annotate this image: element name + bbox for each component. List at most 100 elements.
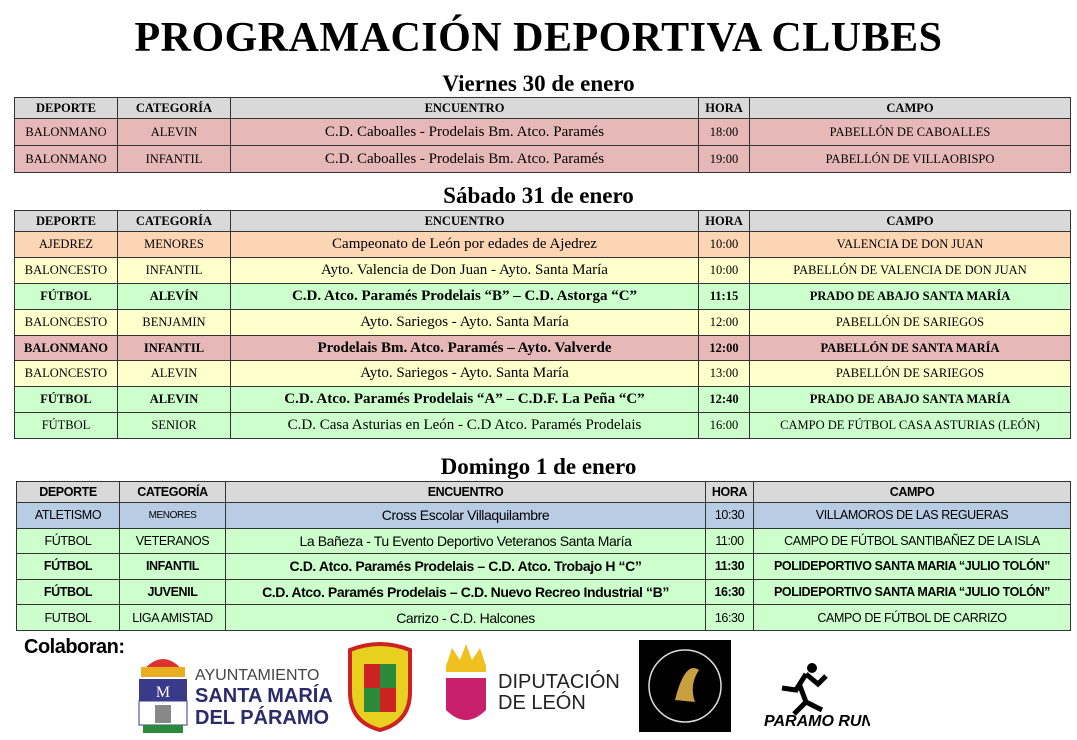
cell-deporte: FÚTBOL xyxy=(14,386,118,414)
cell-encuentro: C.D. Atco. Paramés Prodelais – C.D. Nuev… xyxy=(225,578,706,606)
cell-deporte: BALONMANO xyxy=(14,145,118,173)
column-header-categoria: CATEGORÍA xyxy=(119,481,226,503)
cell-deporte: BALONCESTO xyxy=(14,360,118,388)
cell-encuentro: Cross Escolar Villaquilambre xyxy=(225,502,706,529)
column-header-hora: HORA xyxy=(698,97,750,119)
column-header-deporte: DEPORTE xyxy=(14,97,118,119)
cell-categoria: VETERANOS xyxy=(119,527,226,555)
cell-hora: 12:40 xyxy=(698,386,750,414)
cell-encuentro: C.D. Atco. Paramés Prodelais – C.D. Atco… xyxy=(225,553,706,580)
cell-campo: PRADO DE ABAJO SANTA MARÍA xyxy=(749,282,1071,310)
column-header-deporte: DEPORTE xyxy=(16,481,120,503)
diputacion-de-leon-logo: DIPUTACIÓN DE LEÓN xyxy=(442,638,622,733)
cell-deporte: ATLETISMO xyxy=(16,502,120,529)
paramo-runners-logo: PARAMO RUNNERS xyxy=(760,660,918,732)
column-header-encuentro: ENCUENTRO xyxy=(230,97,699,119)
header-row: DEPORTE CATEGORÍA ENCUENTRO HORA CAMPO xyxy=(16,481,1071,503)
cell-deporte: FUTBOL xyxy=(16,604,120,631)
cell-deporte: BALONMANO xyxy=(14,118,118,146)
cell-categoria: INFANTIL xyxy=(117,145,231,173)
cell-encuentro: C.D. Caboalles - Prodelais Bm. Atco. Par… xyxy=(230,145,699,173)
day-title-sabado: Sábado 31 de enero xyxy=(443,183,634,208)
table-row: BALONCESTO INFANTIL Ayto. Valencia de Don … xyxy=(14,256,1071,284)
svg-text:M: M xyxy=(156,684,170,701)
cell-hora: 19:00 xyxy=(698,145,750,173)
header-row: DEPORTE CATEGORÍA ENCUENTRO HORA CAMPO xyxy=(14,97,1071,119)
cell-categoria: ALEVIN xyxy=(117,360,231,388)
cell-deporte: FÚTBOL xyxy=(16,553,120,580)
cell-categoria: MENORES xyxy=(119,502,226,529)
table-row: ATLETISMO MENORES Cross Escolar Villaquila… xyxy=(16,502,1071,529)
cell-campo: VALENCIA DE DON JUAN xyxy=(749,231,1071,258)
cell-campo: PABELLÓN DE SARIEGOS xyxy=(749,308,1071,336)
table-row: BALONMANO ALEVIN C.D. Caboalles - Prodelai… xyxy=(14,118,1071,146)
column-header-campo: CAMPO xyxy=(749,97,1071,119)
cell-encuentro: Ayto. Sariegos - Ayto. Santa María xyxy=(230,360,699,388)
cell-deporte: BALONCESTO xyxy=(14,308,118,336)
cell-deporte: FÚTBOL xyxy=(14,282,118,310)
cell-categoria: ALEVIN xyxy=(117,386,231,414)
colaboran-label: Colaboran: xyxy=(24,636,125,658)
cell-categoria: LIGA AMISTAD xyxy=(119,604,226,631)
cell-hora: 18:00 xyxy=(698,118,750,146)
cell-deporte: FÚTBOL xyxy=(14,412,118,440)
cell-encuentro: Ayto. Sariegos - Ayto. Santa María xyxy=(230,308,699,336)
runner-icon: PARAMO RUNNERS xyxy=(764,663,918,730)
cell-campo: PABELLÓN DE VILLAOBISPO xyxy=(749,145,1071,173)
cell-categoria: INFANTIL xyxy=(117,334,231,362)
table-row: FÚTBOL ALEVÍN C.D. Atco. Paramés Prodelais… xyxy=(14,282,1071,310)
cell-encuentro: Ayto. Valencia de Don Juan - Ayto. Santa… xyxy=(230,256,699,284)
cell-encuentro: Carrizo - C.D. Halcones xyxy=(225,604,706,631)
cell-hora: 11:15 xyxy=(698,282,750,310)
column-header-deporte: DEPORTE xyxy=(14,210,118,232)
club-shield-icon xyxy=(348,642,412,733)
column-header-campo: CAMPO xyxy=(749,210,1071,232)
cell-categoria: MENORES xyxy=(117,231,231,258)
cell-categoria: ALEVIN xyxy=(117,118,231,146)
table-row: BALONMANO INFANTIL Prodelais Bm. Atco. Par… xyxy=(14,334,1071,362)
cell-campo: VILLAMOROS DE LAS REGUERAS xyxy=(753,502,1071,529)
cell-hora: 10:00 xyxy=(698,231,750,258)
cell-hora: 13:00 xyxy=(698,360,750,388)
cell-hora: 12:00 xyxy=(698,308,750,336)
cell-deporte: FÚTBOL xyxy=(16,578,120,606)
page-title: PROGRAMACIÓN DEPORTIVA CLUBES xyxy=(134,15,943,61)
table-row: BALONCESTO ALEVIN Ayto. Sariegos - Ayto. S… xyxy=(14,360,1071,388)
cell-deporte: FÚTBOL xyxy=(16,527,120,555)
cell-categoria: SENIOR xyxy=(117,412,231,440)
cell-deporte: AJEDREZ xyxy=(14,231,118,258)
column-header-encuentro: ENCUENTRO xyxy=(230,210,699,232)
cell-encuentro: C.D. Atco. Paramés Prodelais “B” – C.D. … xyxy=(230,282,699,310)
cell-deporte: BALONMANO xyxy=(14,334,118,362)
cell-categoria: JUVENIL xyxy=(119,578,226,606)
schedule-table-viernes: DEPORTE CATEGORÍA ENCUENTRO HORA CAMPO BALONM… xyxy=(14,97,1071,173)
cell-encuentro: C.D. Caboalles - Prodelais Bm. Atco. Par… xyxy=(230,118,699,146)
cd-halcones-logo xyxy=(639,640,731,732)
cell-campo: POLIDEPORTIVO SANTA MARIA “JULIO TOLÓN” xyxy=(753,578,1071,606)
cell-deporte: BALONCESTO xyxy=(14,256,118,284)
schedule-table-sabado: DEPORTE CATEGORÍA ENCUENTRO HORA CAMPO AJEDRE… xyxy=(14,210,1071,440)
day-title-viernes: Viernes 30 de enero xyxy=(442,71,635,96)
cell-encuentro: C.D. Atco. Paramés Prodelais “A” – C.D.F… xyxy=(230,386,699,414)
cell-hora: 16:00 xyxy=(698,412,750,440)
table-row: FUTBOL LIGA AMISTAD Carrizo - C.D. Halcone… xyxy=(16,604,1071,631)
cell-campo: CAMPO DE FÚTBOL SANTIBAÑEZ DE LA ISLA xyxy=(753,527,1071,555)
table-row: FÚTBOL JUVENIL C.D. Atco. Paramés Prodelai… xyxy=(16,578,1071,606)
cell-hora: 12:00 xyxy=(698,334,750,362)
cell-categoria: INFANTIL xyxy=(117,256,231,284)
cell-campo: CAMPO DE FÚTBOL DE CARRIZO xyxy=(753,604,1071,631)
cell-campo: POLIDEPORTIVO SANTA MARIA “JULIO TOLÓN” xyxy=(753,553,1071,580)
cell-campo: PABELLÓN DE SANTA MARÍA xyxy=(749,334,1071,362)
cell-hora: 16:30 xyxy=(705,604,754,631)
cell-encuentro: C.D. Casa Asturias en León - C.D Atco. P… xyxy=(230,412,699,440)
table-row: FÚTBOL VETERANOS La Bañeza - Tu Evento Dep… xyxy=(16,527,1071,555)
svg-text:PARAMO RUNNERS: PARAMO RUNNERS xyxy=(764,713,870,730)
cell-hora: 10:30 xyxy=(705,502,754,529)
column-header-categoria: CATEGORÍA xyxy=(117,210,231,232)
table-row: FÚTBOL INFANTIL C.D. Atco. Paramés Prodela… xyxy=(16,553,1071,580)
cell-hora: 11:00 xyxy=(705,527,754,555)
table-row: AJEDREZ MENORES Campeonato de León por eda… xyxy=(14,231,1071,258)
schedule-table-domingo: DEPORTE CATEGORÍA ENCUENTRO HORA CAMPO ATLETI… xyxy=(16,481,1071,631)
cell-hora: 10:00 xyxy=(698,256,750,284)
cell-hora: 11:30 xyxy=(705,553,754,580)
